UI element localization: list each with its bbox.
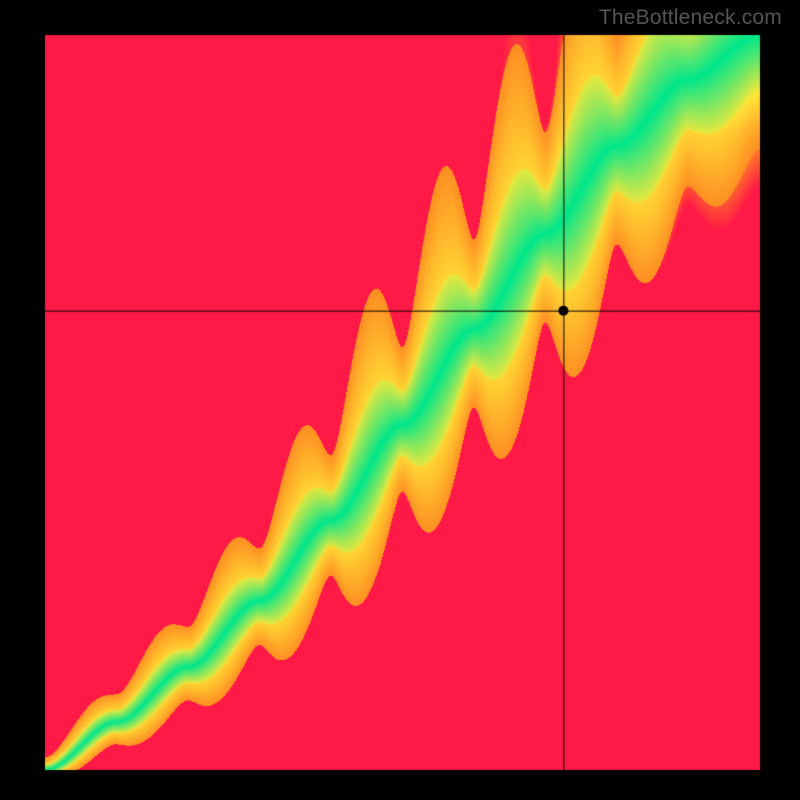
figure-container: TheBottleneck.com xyxy=(0,0,800,800)
watermark-text: TheBottleneck.com xyxy=(599,6,782,30)
bottleneck-heatmap-canvas xyxy=(0,0,800,800)
